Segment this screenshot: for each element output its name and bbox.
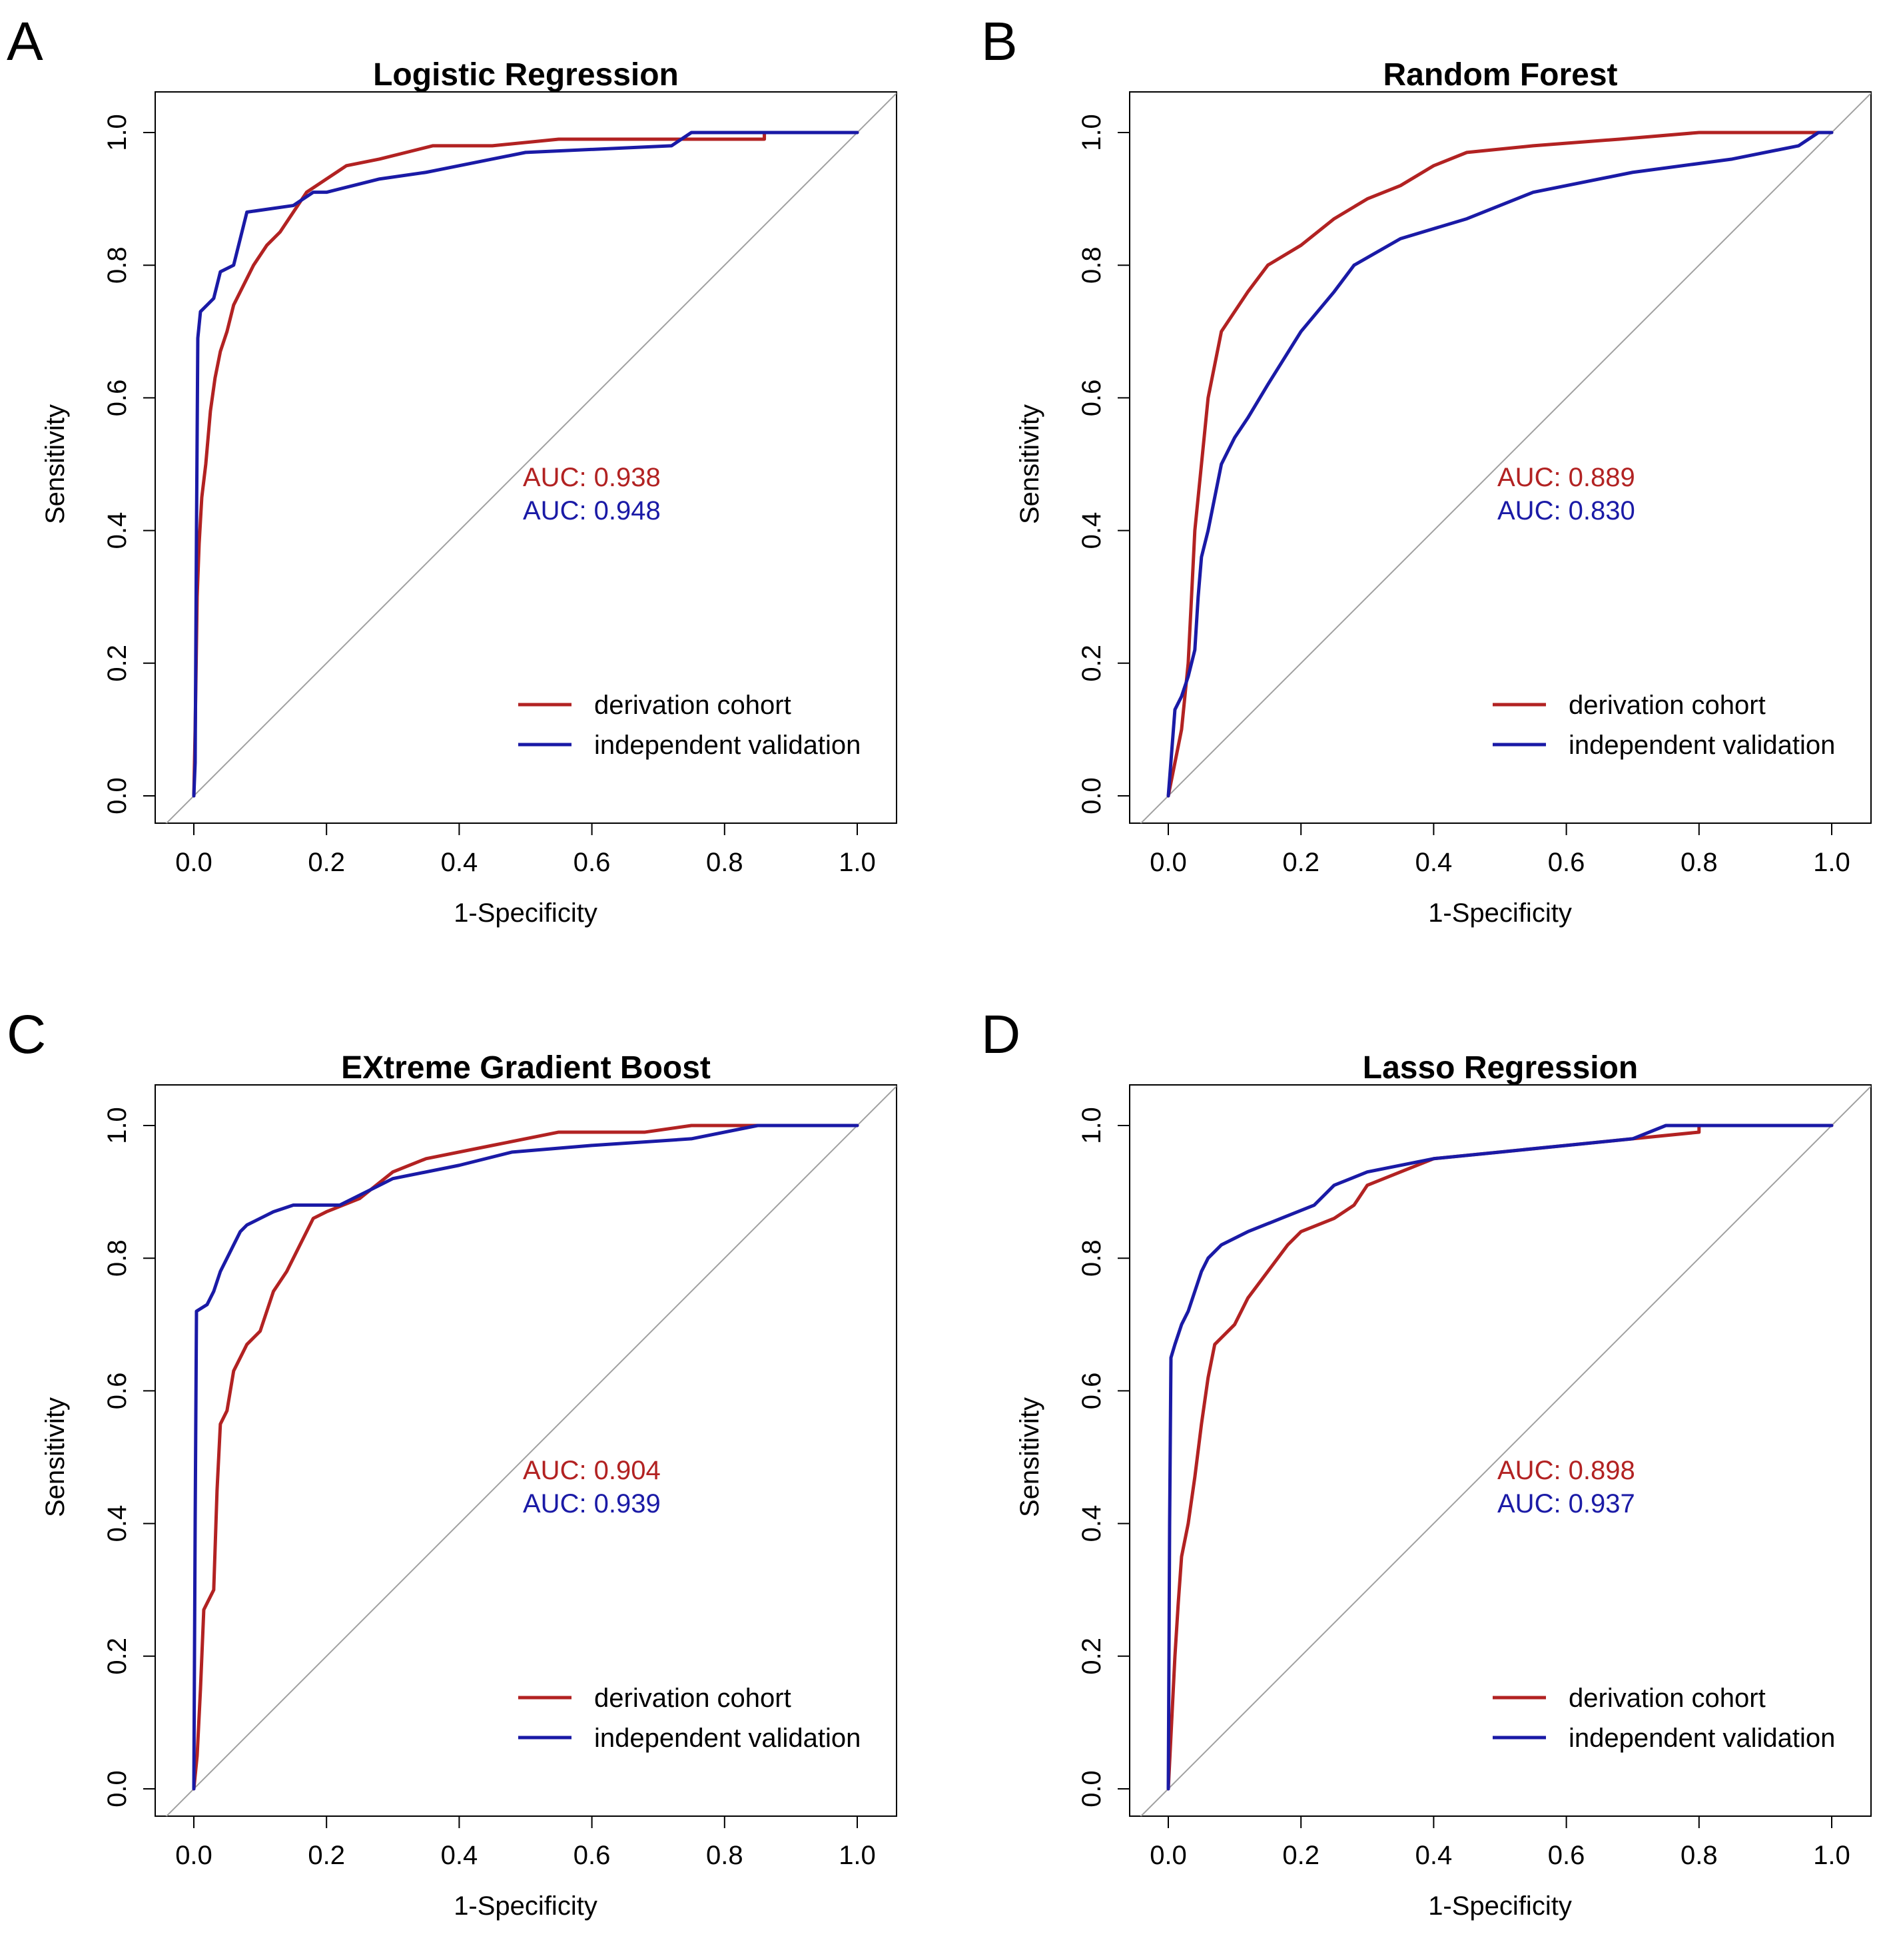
- roc-curve-validation: [1166, 1124, 1834, 1791]
- y-tick-label: 0.2: [103, 1638, 132, 1675]
- auc-derivation-label: AUC: 0.904: [523, 1456, 661, 1485]
- y-tick-label: 0.6: [103, 380, 132, 417]
- roc-panel-b: B Random Forest 0.0 0.2 0.4 0.6 0.8 1.0 1-Specif…: [981, 11, 1872, 928]
- y-tick-label: 1.0: [103, 114, 132, 151]
- x-tick-label: 0.4: [1415, 1841, 1453, 1870]
- y-axis-label: Sensitivity: [1015, 1397, 1044, 1517]
- auc-validation-label: AUC: 0.939: [523, 1489, 661, 1518]
- x-tick-label: 0.0: [1150, 1841, 1187, 1870]
- reference-diagonal: [165, 92, 897, 823]
- x-tick-label: 0.4: [441, 848, 478, 877]
- reference-diagonal: [165, 1085, 897, 1816]
- y-tick-label: 0.2: [1077, 1638, 1106, 1675]
- x-tick-label: 0.2: [308, 848, 345, 877]
- x-tick-label: 0.2: [1282, 1841, 1319, 1870]
- panel-letter: D: [981, 1004, 1020, 1065]
- x-tick-label: 0.6: [573, 848, 611, 877]
- y-tick-label: 0.4: [103, 1505, 132, 1542]
- auc-validation-label: AUC: 0.830: [1497, 496, 1635, 525]
- y-tick-label: 0.8: [1077, 1239, 1106, 1277]
- y-tick-label: 0.4: [1077, 1505, 1106, 1542]
- y-tick-label: 0.0: [1077, 777, 1106, 815]
- y-axis-label: Sensitivity: [41, 404, 70, 524]
- roc-curve-validation: [192, 1124, 859, 1791]
- y-tick-label: 0.0: [103, 777, 132, 815]
- x-tick-label: 1.0: [1813, 1841, 1850, 1870]
- panel-letter: C: [7, 1004, 46, 1065]
- x-tick-label: 0.2: [308, 1841, 345, 1870]
- auc-validation-label: AUC: 0.948: [523, 496, 661, 525]
- y-tick-label: 0.0: [103, 1770, 132, 1807]
- legend-label-validation: independent validation: [594, 1724, 861, 1753]
- legend-label-validation: independent validation: [1569, 1724, 1835, 1753]
- chart-title: EXtreme Gradient Boost: [341, 1050, 711, 1086]
- legend-label-derivation: derivation cohort: [1569, 691, 1766, 720]
- auc-derivation-label: AUC: 0.898: [1497, 1456, 1635, 1485]
- panel-letter: A: [7, 11, 43, 72]
- legend-label-validation: independent validation: [1569, 731, 1835, 760]
- y-tick-label: 1.0: [1077, 114, 1106, 151]
- x-tick-label: 0.4: [1415, 848, 1453, 877]
- x-tick-label: 0.6: [1548, 848, 1585, 877]
- x-tick-label: 1.0: [839, 1841, 876, 1870]
- roc-panel-a: A Logistic Regression 0.0 0.2 0.4 0.6 0.8 1.0 1-…: [7, 11, 897, 928]
- y-axis-label: Sensitivity: [41, 1397, 70, 1517]
- y-tick-label: 0.6: [1077, 1373, 1106, 1410]
- y-tick-label: 1.0: [1077, 1107, 1106, 1144]
- y-axis-label: Sensitivity: [1015, 404, 1044, 524]
- x-tick-label: 0.0: [175, 1841, 212, 1870]
- chart-title: Random Forest: [1383, 57, 1617, 93]
- y-tick-label: 0.4: [103, 512, 132, 549]
- auc-validation-label: AUC: 0.937: [1497, 1489, 1635, 1518]
- x-tick-label: 0.8: [1681, 848, 1718, 877]
- x-tick-label: 0.0: [175, 848, 212, 877]
- roc-panel-c: C EXtreme Gradient Boost 0.0 0.2 0.4 0.6 0.8 1.…: [7, 1004, 897, 1921]
- auc-derivation-label: AUC: 0.889: [1497, 463, 1635, 492]
- x-tick-label: 1.0: [839, 848, 876, 877]
- panel-letter: B: [981, 11, 1018, 72]
- y-tick-label: 0.6: [103, 1373, 132, 1410]
- auc-derivation-label: AUC: 0.938: [523, 463, 661, 492]
- chart-title: Lasso Regression: [1363, 1050, 1638, 1086]
- legend-label-derivation: derivation cohort: [594, 691, 791, 720]
- legend-label-derivation: derivation cohort: [1569, 1684, 1766, 1713]
- y-tick-label: 0.8: [103, 1239, 132, 1277]
- reference-diagonal: [1140, 1085, 1871, 1816]
- legend-label-derivation: derivation cohort: [594, 1684, 791, 1713]
- roc-curve-derivation: [192, 131, 859, 798]
- y-tick-label: 1.0: [103, 1107, 132, 1144]
- y-tick-label: 0.2: [1077, 645, 1106, 682]
- roc-curve-validation: [192, 131, 859, 798]
- roc-curve-derivation: [192, 1124, 859, 1791]
- x-tick-label: 0.0: [1150, 848, 1187, 877]
- roc-curve-validation: [1166, 131, 1834, 798]
- x-axis-label: 1-Specificity: [454, 898, 597, 928]
- x-axis-label: 1-Specificity: [1428, 898, 1572, 928]
- chart-title: Logistic Regression: [373, 57, 679, 93]
- y-tick-label: 0.0: [1077, 1770, 1106, 1807]
- y-tick-label: 0.8: [1077, 246, 1106, 284]
- x-tick-label: 0.6: [573, 1841, 611, 1870]
- roc-panel-d: D Lasso Regression 0.0 0.2 0.4 0.6 0.8 1.0 1-Spe…: [981, 1004, 1872, 1921]
- x-tick-label: 0.8: [1681, 1841, 1718, 1870]
- x-tick-label: 0.2: [1282, 848, 1319, 877]
- y-tick-label: 0.8: [103, 246, 132, 284]
- reference-diagonal: [1140, 92, 1871, 823]
- x-axis-label: 1-Specificity: [1428, 1891, 1572, 1921]
- y-tick-label: 0.4: [1077, 512, 1106, 549]
- x-tick-label: 0.4: [441, 1841, 478, 1870]
- x-axis-label: 1-Specificity: [454, 1891, 597, 1921]
- x-tick-label: 0.6: [1548, 1841, 1585, 1870]
- roc-curve-derivation: [1166, 131, 1834, 798]
- x-tick-label: 1.0: [1813, 848, 1850, 877]
- x-tick-label: 0.8: [706, 1841, 743, 1870]
- y-tick-label: 0.2: [103, 645, 132, 682]
- x-tick-label: 0.8: [706, 848, 743, 877]
- y-tick-label: 0.6: [1077, 380, 1106, 417]
- legend-label-validation: independent validation: [594, 731, 861, 760]
